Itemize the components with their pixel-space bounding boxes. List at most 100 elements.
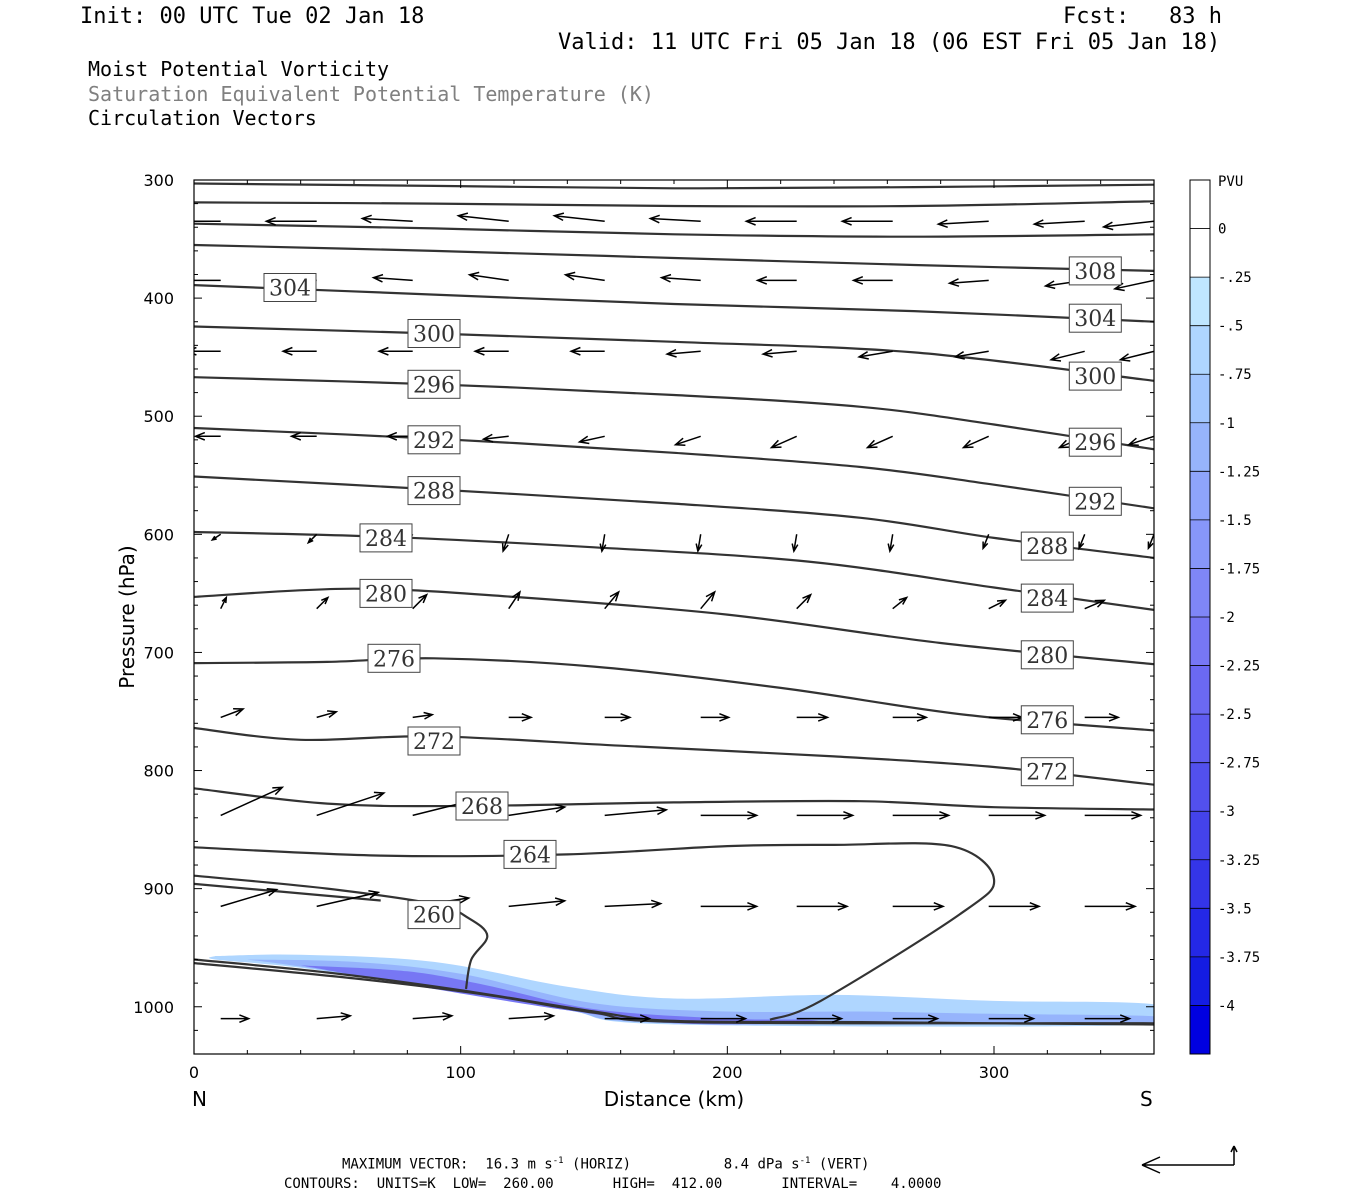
contour-line-unlabeled-17 <box>194 200 1154 208</box>
circulation-vector <box>865 435 894 449</box>
circulation-vector <box>761 348 797 358</box>
colorbar-swatch <box>1190 956 1210 1006</box>
colorbar-swatch <box>1190 180 1210 230</box>
contour-label-text: 304 <box>1074 307 1116 332</box>
contour-label-text: 292 <box>413 429 455 454</box>
contour-label-292-0: 292 <box>407 425 461 455</box>
circulation-vector <box>887 534 895 554</box>
contour-label-layer: 3083043043003002962962922922882882842842… <box>263 256 1122 930</box>
vert-exponent: -1 <box>799 1156 811 1166</box>
circulation-vector <box>412 711 435 720</box>
field-label-pv: Moist Potential Vorticity <box>88 57 390 81</box>
colorbar-label: 0 <box>1218 222 1226 238</box>
horiz-exponent: -1 <box>552 1156 564 1166</box>
circulation-vector <box>1032 219 1085 229</box>
contour-label-284-1: 284 <box>1020 583 1074 613</box>
circulation-vector <box>508 1011 556 1021</box>
contour-label-276-1: 276 <box>1020 705 1074 735</box>
init-time: Init: 00 UTC Tue 02 Jan 18 <box>80 4 425 29</box>
contour-line-292 <box>194 426 1154 510</box>
circulation-vector <box>1084 599 1107 610</box>
circulation-vector <box>796 713 830 722</box>
contour-label-text: 308 <box>1074 260 1116 285</box>
contour-label-text: 296 <box>413 373 455 398</box>
colorbar-swatch <box>1190 811 1210 861</box>
contour-line-264 <box>194 842 996 1021</box>
circulation-vector <box>1049 350 1085 362</box>
circulation-vector <box>796 902 850 911</box>
circulation-vector <box>988 902 1042 911</box>
circulation-vector <box>481 433 509 443</box>
field-label-vectors: Circulation Vectors <box>88 106 317 130</box>
circulation-vector <box>360 214 413 224</box>
contour-label-box <box>407 476 461 506</box>
contour-layer <box>194 182 1154 1026</box>
contour-label-box <box>1068 361 1122 391</box>
circulation-vector <box>194 220 221 223</box>
circulation-vector <box>604 899 663 909</box>
forecast-hour: Fcst: 83 h <box>1063 4 1222 29</box>
max-vector-note: MAXIMUM VECTOR: 16.3 m s-1 (HORIZ) 8.4 d… <box>342 1156 869 1173</box>
contour-label-268-0: 268 <box>455 791 509 821</box>
colorbar-swatch <box>1190 422 1210 472</box>
circulation-vector <box>220 708 246 719</box>
circulation-vector <box>953 350 989 360</box>
contour-label-text: 284 <box>1026 587 1068 612</box>
circulation-vector <box>371 273 413 283</box>
contour-label-box <box>407 726 461 756</box>
contour-label-text: 268 <box>461 795 503 820</box>
contour-label-box <box>1068 427 1122 457</box>
circulation-vector <box>604 713 632 722</box>
colorbar-label: -1.25 <box>1218 464 1260 480</box>
circulation-vector <box>210 533 222 542</box>
colorbar-label: -2.25 <box>1218 659 1260 675</box>
contour-label-box <box>1020 531 1074 561</box>
circulation-vector <box>1078 534 1086 551</box>
contour-label-272-1: 272 <box>1020 757 1074 787</box>
circulation-vector <box>1126 435 1154 447</box>
contour-line-unlabeled-16 <box>194 182 1154 190</box>
circulation-vector <box>220 1014 251 1023</box>
contour-label-296-1: 296 <box>1068 427 1122 457</box>
horiz-value: 16.3 m s <box>485 1156 553 1173</box>
contour-line-296 <box>194 376 1154 451</box>
circulation-vector <box>316 1012 353 1021</box>
colorbar-swatch <box>1190 277 1210 327</box>
circulation-vector <box>936 219 989 229</box>
circulation-vector <box>220 887 279 908</box>
contour-label-box <box>503 839 557 869</box>
colorbar-label: -.5 <box>1218 319 1243 335</box>
contour-label-280-0: 280 <box>359 578 413 608</box>
circulation-vector <box>744 216 797 226</box>
contour-label-276-0: 276 <box>367 643 421 673</box>
circulation-vector <box>577 435 605 445</box>
colorbar-label: -3 <box>1218 804 1235 820</box>
pv-shading-layer <box>209 954 1154 1027</box>
valid-time: Valid: 11 UTC Fri 05 Jan 18 (06 EST Fri … <box>558 30 1221 55</box>
circulation-vector <box>851 276 893 285</box>
contour-label-box <box>367 643 421 673</box>
colorbar-label: -3.75 <box>1218 950 1260 966</box>
y-tick-label: 700 <box>143 643 174 662</box>
circulation-vector <box>791 534 799 554</box>
circulation-vector <box>840 216 893 226</box>
circulation-vector <box>377 346 413 356</box>
circulation-vector <box>1154 714 1188 721</box>
contour-label-288-0: 288 <box>407 476 461 506</box>
circulation-vector <box>892 713 929 722</box>
contour-label-text: 260 <box>413 904 455 929</box>
circulation-vector <box>412 593 429 610</box>
contour-line-308 <box>194 243 1154 272</box>
circulation-vector <box>796 1014 844 1023</box>
circulation-vector <box>1084 713 1121 722</box>
contour-label-text: 272 <box>1026 761 1068 786</box>
x-tick-label: 300 <box>979 1063 1010 1082</box>
circulation-vector <box>467 271 509 282</box>
circulation-vector <box>1101 220 1154 231</box>
circulation-vector <box>700 811 759 820</box>
contour-label-box <box>359 523 413 553</box>
contour-line-unlabeled-18 <box>194 222 1154 238</box>
circulation-vector <box>508 590 522 610</box>
circulation-vector <box>700 590 717 610</box>
circulation-vector <box>700 902 759 911</box>
